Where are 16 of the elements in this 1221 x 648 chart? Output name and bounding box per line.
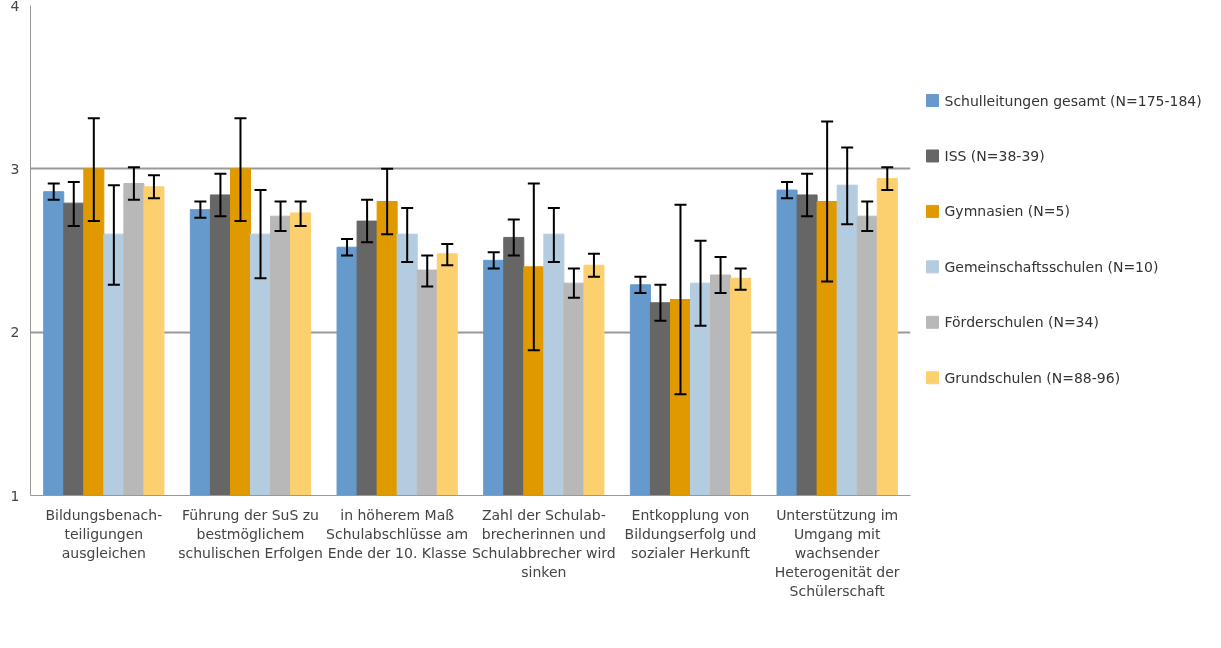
legend-label: ISS (N=38-39) <box>944 147 1045 164</box>
y-tick-label: 1 <box>10 487 20 504</box>
y-tick-label: 4 <box>10 0 20 14</box>
y-tick-label: 3 <box>10 160 20 177</box>
x-tick-label: Bildungsbenach-teiligungen ausgleichen <box>45 506 163 561</box>
legend-label: Grundschulen (N=88-96) <box>944 369 1121 386</box>
x-tick-label: in höherem Maß Schulabschlüsse am Ende der 10. Klasse <box>326 506 469 561</box>
legend-label: Gymnasien (N=5) <box>944 203 1070 220</box>
x-tick-label: Zahl der Schulab-brecherinnen und Schulabbrecher wird sinken <box>471 506 616 581</box>
x-tick-label: Unterstützung im Umgang mit wachsender Heterogenität der Schülerschaft <box>774 506 900 600</box>
x-tick-label: Entkopplung von Bildungserfolg und sozialer Herkunft <box>624 506 757 561</box>
legend-label: Förderschulen (N=34) <box>944 314 1099 331</box>
x-tick-label: Führung der SuS zu bestmöglichem schulischen Erfolgen <box>178 506 323 561</box>
legend-label: Schulleitungen gesamt (N=175-184) <box>944 92 1202 109</box>
legend-label: Gemeinschaftsschulen (N=10) <box>944 258 1159 275</box>
y-tick-label: 2 <box>10 324 20 341</box>
